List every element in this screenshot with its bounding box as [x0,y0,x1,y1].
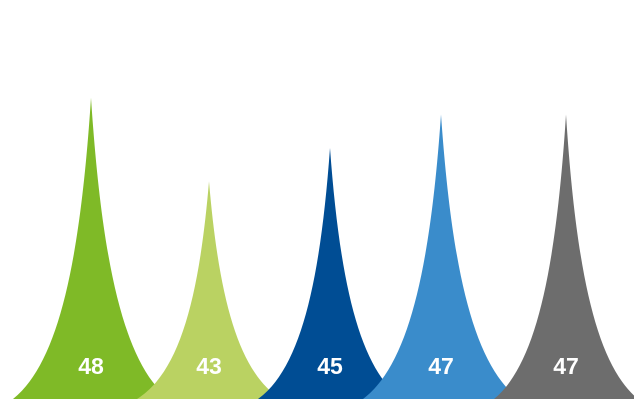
data-label-1: 48 [78,353,104,379]
data-label-2: 43 [196,353,222,379]
data-label-4: 47 [428,353,454,379]
spike-bar-1 [13,97,169,399]
data-label-3: 45 [317,353,343,379]
spike-bar-4 [363,114,519,399]
data-label-5: 47 [553,353,579,379]
spike-bar-3 [258,147,402,399]
spike-bar-2 [137,181,281,399]
spike-bar-5 [494,114,634,399]
